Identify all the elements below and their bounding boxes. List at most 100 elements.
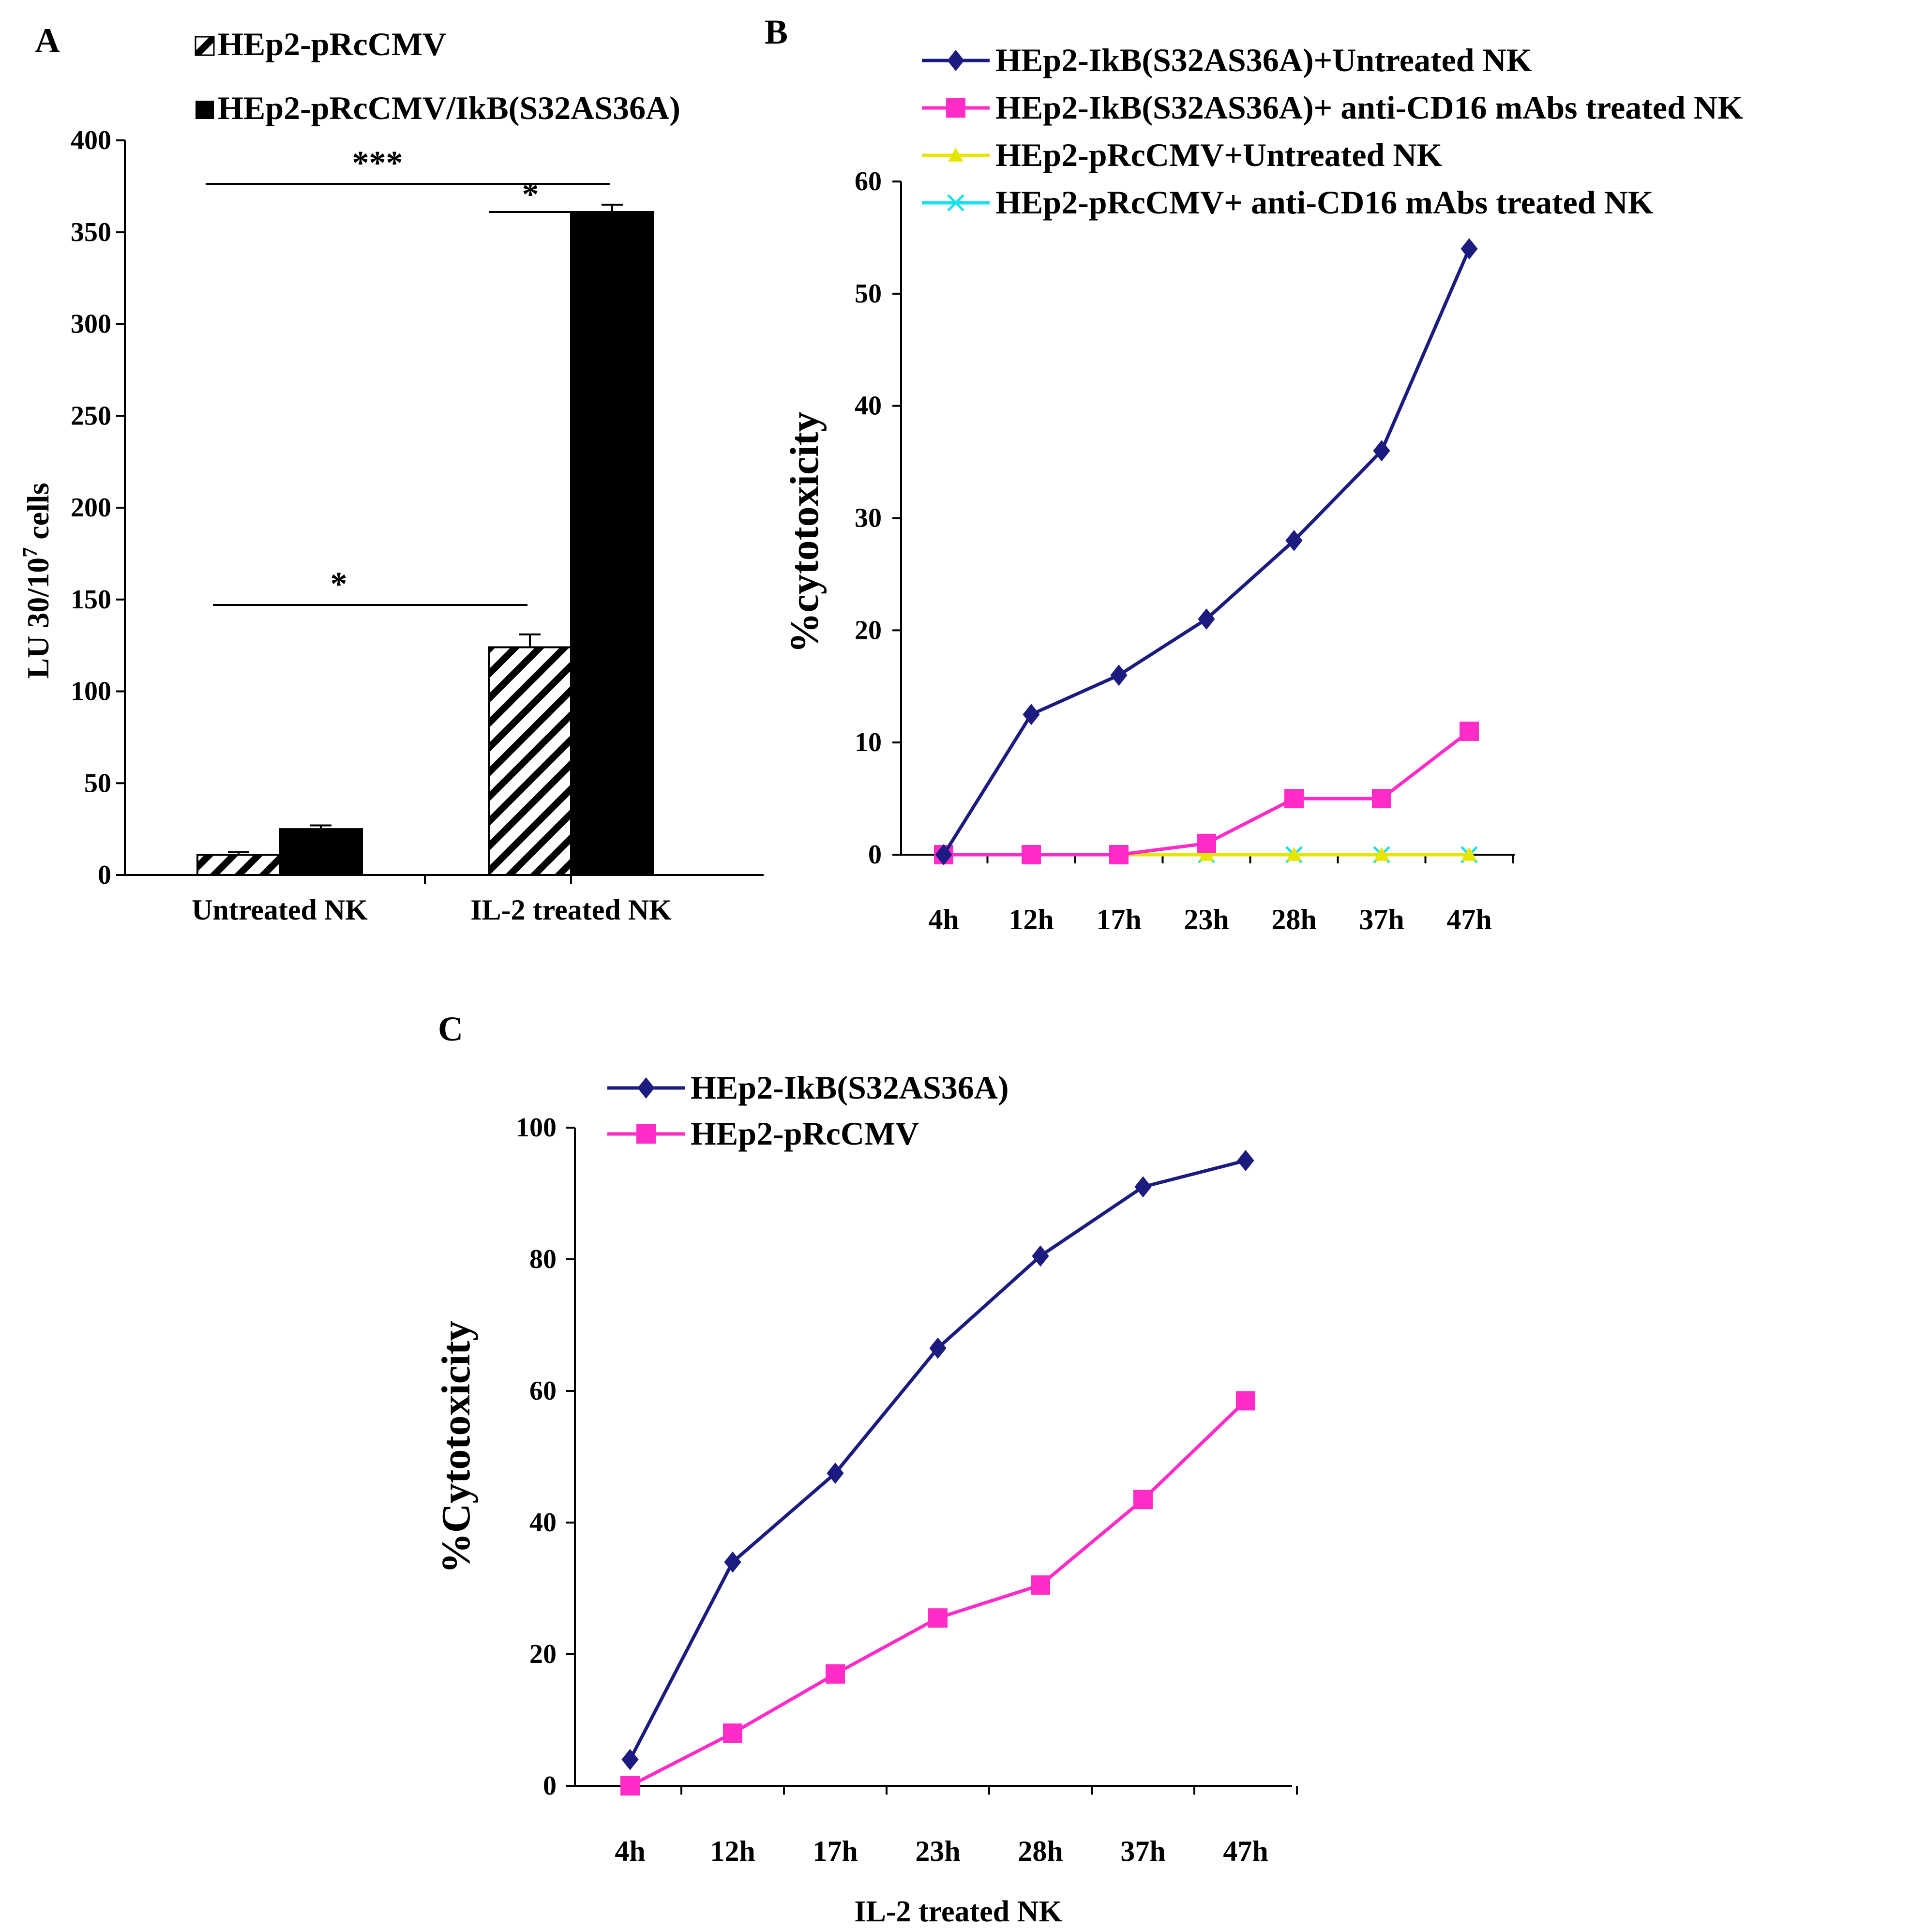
series-line xyxy=(942,248,1471,856)
data-point xyxy=(621,1749,639,1770)
y-tick-label-a: 250 xyxy=(71,401,111,431)
bar-a xyxy=(279,828,363,876)
x-tick-label: 37h xyxy=(1359,904,1404,936)
series-line xyxy=(629,1399,1247,1788)
data-point xyxy=(928,1608,948,1628)
x-tick-label: 4h xyxy=(928,904,959,936)
data-point xyxy=(1461,847,1477,861)
legend-swatch-hatched xyxy=(195,36,215,56)
panel-a-letter: A xyxy=(35,21,60,60)
data-point xyxy=(929,1337,947,1359)
data-point xyxy=(827,1463,844,1484)
x-tick-label: 12h xyxy=(1009,904,1054,936)
category-label-a: Untreated NK xyxy=(192,894,368,926)
data-point xyxy=(1199,847,1214,861)
data-point xyxy=(1133,1490,1153,1509)
y-tick-label: 40 xyxy=(529,1508,557,1538)
x-axis-label-c: IL-2 treated NK xyxy=(854,1895,1062,1928)
legend-label: HEp2-pRcCMV+Untreated NK xyxy=(995,136,1442,173)
data-point xyxy=(1134,1176,1152,1198)
data-point xyxy=(1197,833,1216,853)
data-point xyxy=(1373,440,1390,462)
x-tick-label: 47h xyxy=(1446,904,1491,936)
panel-b: B %cytotoxicity HEp2-IkB(S32AS36A)+Untre… xyxy=(765,13,1743,936)
panel-c: C %Cytotoxicity IL-2 treated NK HEp2-IkB… xyxy=(434,1010,1298,1928)
legend-swatch-solid xyxy=(196,101,214,119)
significance-label-a: *** xyxy=(352,145,403,182)
y-tick-label: 0 xyxy=(543,1771,557,1801)
data-point xyxy=(1022,845,1041,864)
data-point xyxy=(724,1551,741,1573)
data-point xyxy=(826,1664,845,1684)
bar-a xyxy=(570,211,654,876)
bar-a xyxy=(196,854,281,876)
data-point xyxy=(1109,845,1129,864)
panel-b-letter: B xyxy=(765,13,788,51)
y-axis-label-c: %Cytotoxicity xyxy=(434,1321,479,1574)
data-point xyxy=(1031,1575,1050,1595)
y-tick-label: 50 xyxy=(855,279,882,309)
x-tick-label: 47h xyxy=(1223,1835,1268,1867)
legend-marker xyxy=(947,194,964,211)
x-tick-label: 23h xyxy=(1184,904,1229,936)
y-tick-label-a: 0 xyxy=(98,860,111,890)
significance-label-a: * xyxy=(331,566,347,603)
category-label-a: IL-2 treated NK xyxy=(470,894,672,926)
legend-marker xyxy=(947,50,964,71)
y-tick-label-a: 350 xyxy=(71,217,111,247)
x-tick-label: 12h xyxy=(710,1835,755,1867)
panel-a-legend: HEp2-pRcCMV HEp2-pRcCMV/IkB(S32AS36A) xyxy=(195,26,680,126)
y-tick-label: 40 xyxy=(855,391,882,421)
y-axis-label-b: %cytotoxicity xyxy=(782,411,827,653)
data-point xyxy=(1284,789,1304,809)
panel-b-plot: 0 10 20 30 40 50 60 4h 12h 17h 23h 28h 37h 47h xyxy=(855,166,1515,936)
legend-marker-b xyxy=(947,194,964,211)
y-tick-label-a: 100 xyxy=(71,677,111,707)
y-tick-label: 60 xyxy=(855,166,882,196)
legend-label: HEp2-pRcCMV+ anti-CD16 mAbs treated NK xyxy=(995,184,1654,221)
legend-label: HEp2-pRcCMV xyxy=(691,1115,919,1152)
data-point xyxy=(723,1723,742,1743)
data-point xyxy=(1023,704,1040,725)
significance-label-a: * xyxy=(522,176,539,213)
legend-label-a-0: HEp2-pRcCMV xyxy=(218,26,446,62)
y-tick-label-a: 300 xyxy=(71,309,111,339)
data-point xyxy=(1237,1150,1254,1171)
x-tick-label: 17h xyxy=(813,1835,858,1867)
data-point xyxy=(1374,847,1389,861)
panel-c-letter: C xyxy=(438,1010,463,1048)
data-point xyxy=(1285,529,1303,551)
panel-a-plot: 0 50 100 150 200 250 300 350 400 Untreated NK IL-2… xyxy=(71,125,764,926)
legend-label: HEp2-IkB(S32AS36A) xyxy=(691,1069,1009,1106)
x-tick-label: 23h xyxy=(915,1835,960,1867)
y-tick-label: 20 xyxy=(529,1639,557,1669)
x-tick-label: 4h xyxy=(615,1835,645,1867)
panel-c-legend: HEp2-IkB(S32AS36A) HEp2-pRcCMV xyxy=(607,1069,1009,1152)
y-axis-label-a: LU 30/107 cells xyxy=(19,483,55,679)
legend-label: HEp2-IkB(S32AS36A)+ anti-CD16 mAbs treat… xyxy=(995,89,1743,126)
x-tick-label: 17h xyxy=(1096,904,1141,936)
y-tick-label: 100 xyxy=(516,1113,557,1143)
legend-marker xyxy=(948,148,964,162)
legend-label: HEp2-IkB(S32AS36A)+Untreated NK xyxy=(995,42,1532,78)
y-tick-label: 20 xyxy=(855,615,882,645)
panel-b-legend: HEp2-IkB(S32AS36A)+Untreated NK HEp2-IkB(… xyxy=(922,42,1743,221)
panel-c-plot: 0 20 40 60 80 100 4h 12h 17h 23h 28h 37h 47h xyxy=(516,1113,1298,1867)
legend-label-a-1: HEp2-pRcCMV/IkB(S32AS36A) xyxy=(218,90,680,126)
y-tick-label-a: 200 xyxy=(71,493,111,523)
y-tick-label: 60 xyxy=(529,1376,557,1406)
y-tick-label-a: 50 xyxy=(84,768,111,798)
data-point xyxy=(1460,721,1479,741)
data-point xyxy=(1110,664,1128,686)
y-tick-label-a: 400 xyxy=(71,125,111,155)
series-line xyxy=(628,1159,1246,1761)
bar-a xyxy=(488,646,572,876)
x-tick-label: 28h xyxy=(1018,1835,1063,1867)
panel-a: A HEp2-pRcCMV HEp2-pRcCMV/IkB(S32AS36A) … xyxy=(19,21,764,926)
legend-marker xyxy=(637,1077,655,1099)
x-tick-label: 28h xyxy=(1271,904,1316,936)
legend-marker xyxy=(636,1124,656,1144)
y-tick-label: 10 xyxy=(855,727,882,757)
y-tick-label: 30 xyxy=(855,503,882,533)
